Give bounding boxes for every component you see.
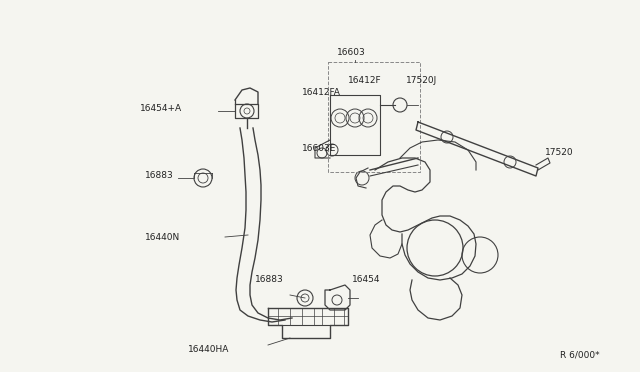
Text: 17520: 17520 (545, 148, 573, 157)
Text: 16440HA: 16440HA (188, 346, 229, 355)
Text: 16603: 16603 (337, 48, 365, 57)
Text: 16440N: 16440N (145, 232, 180, 241)
Text: R 6/000*: R 6/000* (560, 350, 600, 359)
Text: 17520J: 17520J (406, 76, 437, 84)
Text: 16412F: 16412F (348, 76, 381, 84)
Text: 16454: 16454 (352, 276, 381, 285)
Text: 16603E: 16603E (302, 144, 337, 153)
Text: 16454+A: 16454+A (140, 103, 182, 112)
Text: 16883: 16883 (255, 276, 284, 285)
Text: 16412FA: 16412FA (302, 87, 341, 96)
Text: 16883: 16883 (145, 170, 173, 180)
